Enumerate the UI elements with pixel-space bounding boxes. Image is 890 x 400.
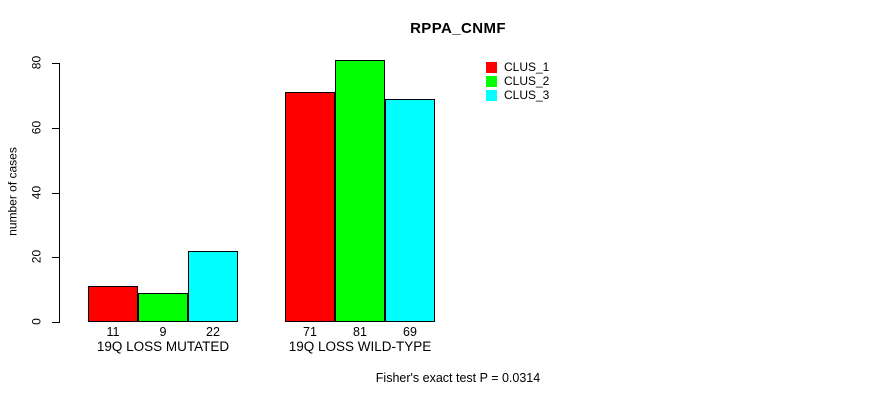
- bar: [335, 60, 385, 322]
- y-axis-tick-label: 80: [29, 55, 44, 70]
- y-axis-tick: [52, 128, 60, 129]
- bar-value-label: 22: [206, 325, 220, 339]
- category-label: 19Q LOSS WILD-TYPE: [288, 339, 432, 354]
- legend-swatch: [486, 75, 497, 87]
- legend-item: CLUS_2: [486, 74, 549, 88]
- bar: [138, 293, 188, 322]
- legend-swatch: [486, 61, 497, 73]
- legend-label: CLUS_1: [504, 60, 550, 74]
- bar: [385, 99, 435, 322]
- bar-value-label: 11: [106, 325, 120, 339]
- y-axis-line: [59, 63, 60, 322]
- legend-label: CLUS_3: [504, 88, 550, 102]
- chart-title: RPPA_CNMF: [410, 20, 506, 37]
- legend-item: CLUS_3: [486, 88, 549, 102]
- legend: CLUS_1 CLUS_2 CLUS_3: [486, 60, 549, 102]
- bar-value-label: 69: [403, 325, 417, 339]
- y-axis-tick-label: 20: [29, 249, 44, 264]
- y-axis-tick: [52, 257, 60, 258]
- bar-value-label: 81: [353, 325, 367, 339]
- legend-swatch: [486, 89, 497, 101]
- y-axis-tick-label: 0: [29, 318, 44, 325]
- y-axis-tick: [52, 193, 60, 194]
- legend-label: CLUS_2: [504, 74, 550, 88]
- bar-value-label: 71: [303, 325, 317, 339]
- y-axis-tick: [52, 322, 60, 323]
- bar: [88, 286, 138, 322]
- y-axis-tick-label: 60: [29, 120, 44, 135]
- footer-annotation: Fisher's exact test P = 0.0314: [375, 371, 541, 385]
- bar: [285, 92, 335, 322]
- legend-item: CLUS_1: [486, 60, 549, 74]
- bar: [188, 251, 238, 322]
- category-label: 19Q LOSS MUTATED: [96, 339, 230, 354]
- bar-value-label: 9: [159, 325, 167, 339]
- y-axis-tick-label: 40: [29, 185, 44, 200]
- y-axis-tick: [52, 63, 60, 64]
